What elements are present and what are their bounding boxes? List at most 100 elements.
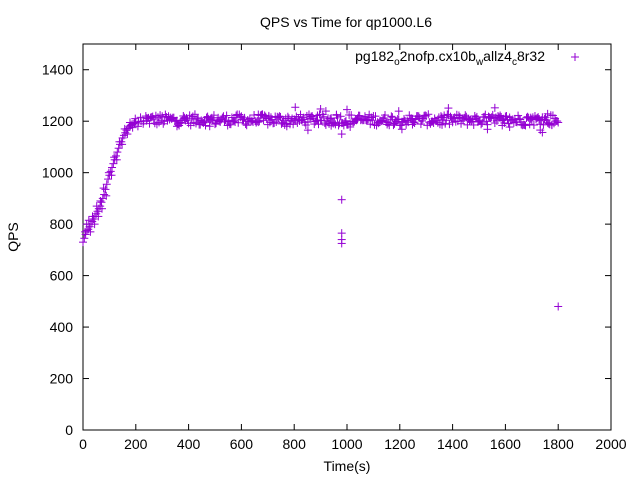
data-point	[232, 111, 241, 120]
data-point	[540, 115, 549, 124]
data-point	[190, 110, 199, 119]
data-point	[316, 104, 325, 113]
data-point	[543, 118, 552, 127]
data-point	[156, 111, 165, 120]
x-tick-label: 200	[124, 436, 148, 452]
data-point	[490, 119, 499, 128]
data-point	[445, 120, 454, 129]
data-points	[79, 103, 563, 311]
data-point	[272, 117, 281, 126]
y-axis-label: QPS	[5, 222, 21, 252]
x-axis-ticks: 0 200 400 600 800 1000 1200 1400 1600 1800 2000	[79, 44, 627, 452]
data-point	[371, 112, 380, 121]
data-point	[193, 113, 202, 122]
data-point	[500, 118, 509, 127]
data-point	[130, 119, 139, 128]
data-point	[383, 120, 392, 129]
data-point	[282, 122, 291, 131]
y-tick-label: 0	[65, 422, 73, 438]
data-point	[104, 175, 113, 184]
data-point	[554, 118, 563, 127]
data-point	[97, 198, 106, 207]
data-point	[128, 123, 137, 132]
legend-subscript: w	[475, 57, 484, 68]
data-point	[133, 122, 142, 131]
data-point	[446, 112, 455, 121]
data-point	[291, 103, 300, 112]
legend-text-part: 2nofp.cx10b	[400, 48, 476, 64]
x-axis-label: Time(s)	[324, 458, 371, 474]
data-point	[102, 180, 111, 189]
data-point	[539, 120, 548, 129]
data-point	[299, 113, 308, 122]
data-point	[387, 112, 396, 121]
data-point	[349, 118, 358, 127]
data-point	[221, 116, 230, 125]
data-point	[150, 119, 159, 128]
data-point	[337, 130, 346, 139]
data-point	[131, 114, 140, 123]
data-point	[449, 114, 458, 123]
data-point	[92, 202, 101, 211]
data-point	[120, 124, 129, 133]
data-point	[231, 118, 240, 127]
data-point	[483, 125, 492, 134]
data-point	[234, 118, 243, 127]
data-point	[459, 115, 468, 124]
data-point	[554, 302, 563, 311]
data-point	[303, 126, 312, 135]
data-point	[136, 113, 145, 122]
legend-subscript: o	[394, 57, 400, 68]
data-point	[237, 112, 246, 121]
data-point	[378, 116, 387, 125]
data-point	[366, 120, 375, 129]
data-point	[254, 118, 263, 127]
data-point	[373, 118, 382, 127]
data-point	[337, 195, 346, 204]
data-point	[515, 114, 524, 123]
data-point	[82, 220, 91, 229]
data-point	[101, 185, 110, 194]
data-point	[448, 118, 457, 127]
data-point	[538, 128, 547, 137]
data-point	[525, 120, 534, 129]
data-point	[204, 114, 213, 123]
data-point	[465, 116, 474, 125]
data-point	[468, 115, 477, 124]
y-tick-label: 400	[50, 319, 74, 335]
data-point	[189, 118, 198, 127]
data-point	[112, 155, 121, 164]
data-point	[326, 114, 335, 123]
data-point	[112, 151, 120, 160]
data-point	[118, 140, 127, 149]
x-tick-label: 1200	[384, 436, 415, 452]
data-point	[191, 119, 200, 128]
data-point	[478, 118, 487, 127]
legend-entry-label: pg182o2nofp.cx10bwallz4c8r32	[355, 48, 545, 68]
data-point	[514, 111, 523, 120]
data-point	[293, 118, 302, 127]
data-point	[123, 130, 132, 139]
x-tick-label: 1000	[331, 436, 362, 452]
data-point	[424, 110, 433, 119]
data-point	[313, 111, 322, 120]
data-point	[390, 119, 399, 128]
data-point	[165, 115, 174, 124]
data-point	[106, 167, 115, 176]
data-point	[414, 112, 423, 121]
x-tick-label: 600	[230, 436, 254, 452]
data-point	[215, 117, 224, 126]
x-tick-label: 1400	[437, 436, 468, 452]
data-point	[242, 121, 251, 130]
data-point	[264, 111, 273, 120]
legend-subscript: c	[512, 57, 517, 68]
data-point	[457, 119, 466, 128]
data-point	[469, 120, 478, 129]
data-point	[321, 107, 330, 116]
data-point	[529, 121, 538, 130]
data-point	[79, 238, 87, 247]
data-point	[461, 111, 470, 120]
data-point	[425, 118, 434, 127]
x-tick-label: 1800	[543, 436, 574, 452]
x-tick-label: 800	[283, 436, 307, 452]
